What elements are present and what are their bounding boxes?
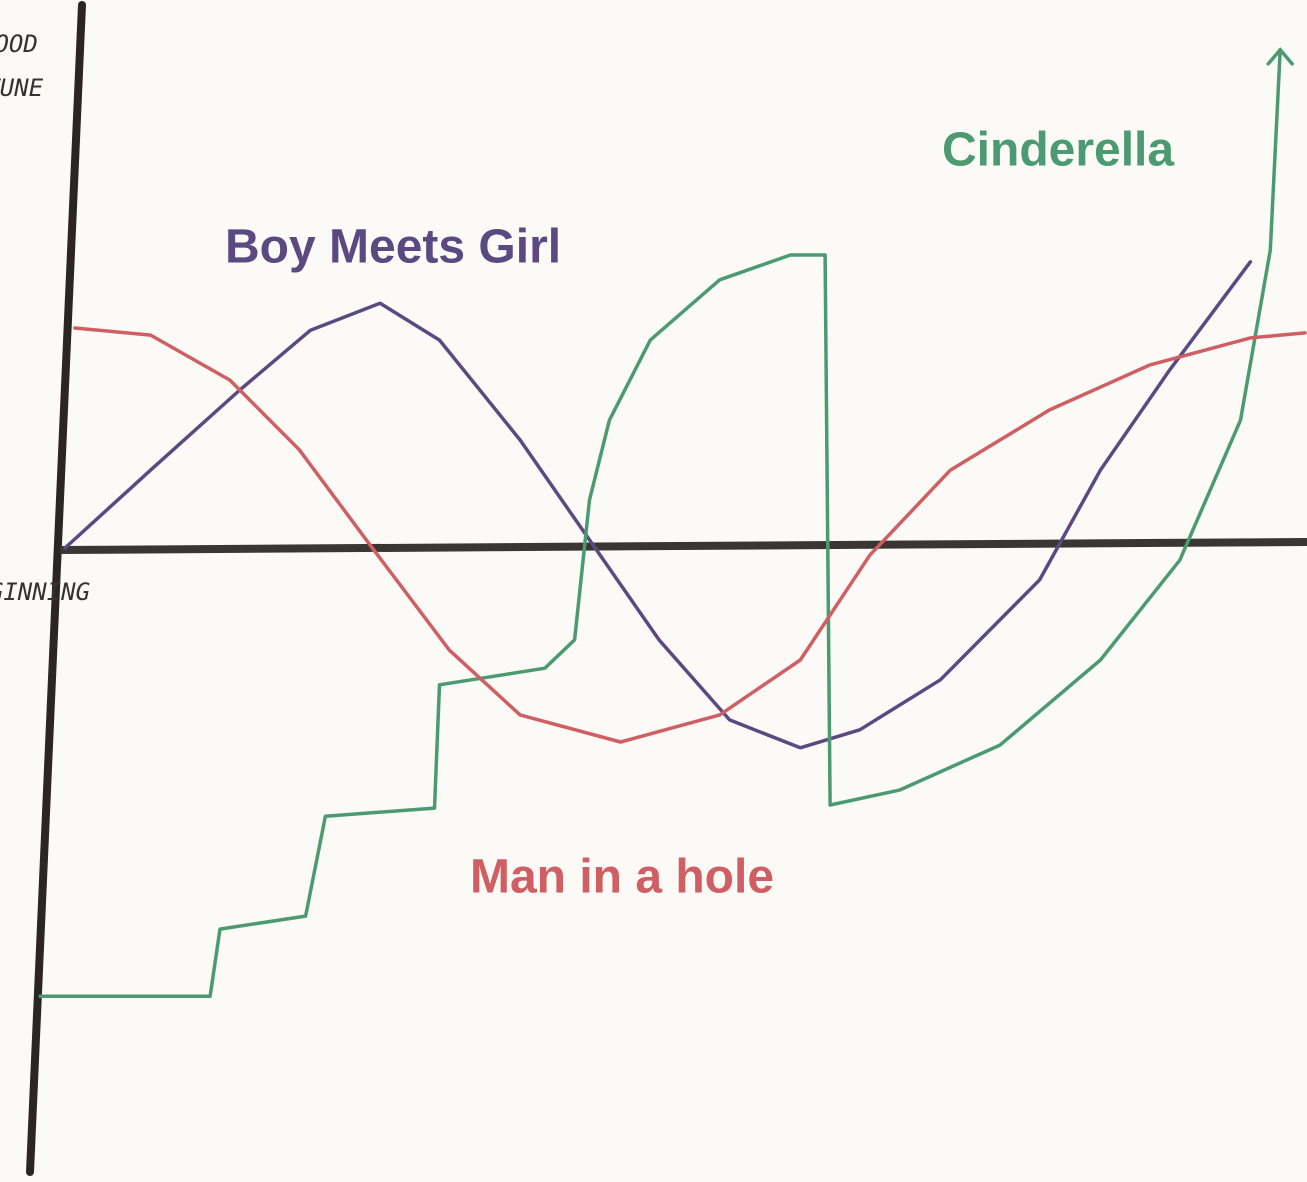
arrowhead — [1266, 47, 1294, 66]
y-axis — [26, 1, 86, 1176]
story-line — [63, 260, 1253, 750]
y-axis-label: FORTUNE — [0, 74, 44, 102]
story-line — [38, 48, 1282, 998]
x-axis-label: BEGINNING — [0, 578, 90, 606]
series-label: Cinderella — [942, 124, 1174, 177]
series-label: Man in a hole — [470, 851, 774, 904]
x-axis — [59, 538, 1307, 554]
series-label: Boy Meets Girl — [225, 221, 561, 274]
story-line — [73, 326, 1307, 744]
y-axis-label: GOOD — [0, 30, 38, 58]
